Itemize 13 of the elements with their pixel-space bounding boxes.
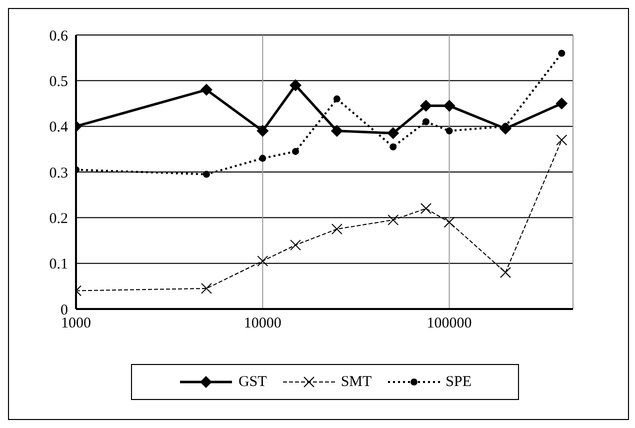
y-tick-label: 0.5	[49, 74, 68, 90]
y-tick-label: 0.1	[49, 256, 68, 273]
x-tick-label: 100000	[426, 316, 472, 332]
legend-label: GST	[238, 374, 267, 390]
x-tick-label: 10000	[244, 316, 282, 332]
y-tick-label: 0	[60, 302, 68, 318]
legend-label: SMT	[340, 374, 372, 390]
y-tick-label: 0.6	[49, 28, 68, 44]
y-tick-label: 0.2	[49, 210, 68, 227]
legend-label: SPE	[446, 374, 472, 390]
y-tick-label: 0.4	[49, 120, 68, 136]
y-tick-label: 0.3	[49, 165, 68, 182]
x-tick-label: 1000	[61, 316, 91, 332]
